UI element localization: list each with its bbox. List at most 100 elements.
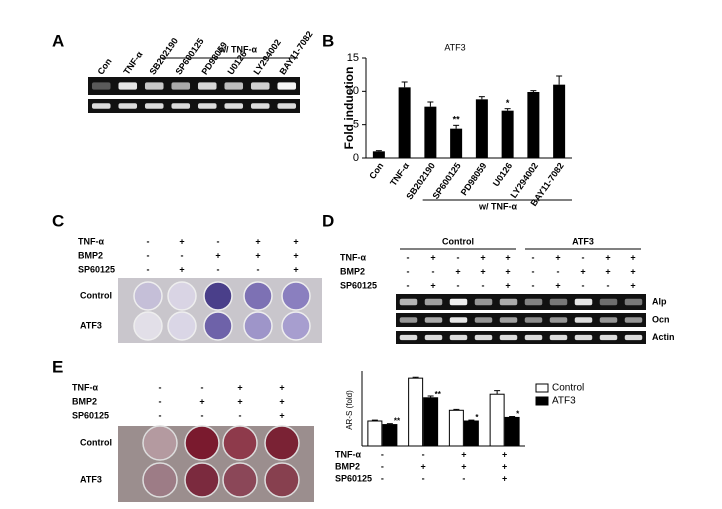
group-label: w/ TNF-α	[218, 44, 257, 54]
gel	[396, 331, 646, 344]
well	[281, 311, 311, 341]
row-label: TNF-α	[72, 382, 98, 392]
sign: -	[462, 473, 465, 483]
sign: +	[630, 252, 635, 262]
sign: +	[605, 252, 610, 262]
gel-band	[144, 82, 164, 90]
gel-band	[424, 298, 443, 306]
x-tick-label: PD98059	[459, 161, 489, 197]
sign: -	[407, 252, 410, 262]
row-label: SP60125	[335, 473, 372, 483]
significance: **	[453, 115, 461, 125]
gel-band	[574, 334, 593, 341]
sign: -	[381, 461, 384, 471]
sign: +	[505, 252, 510, 262]
gel-band	[277, 82, 297, 90]
gel-band	[399, 334, 418, 341]
sign: -	[432, 266, 435, 276]
sign: -	[422, 473, 425, 483]
sign: -	[239, 410, 242, 420]
gel-band	[499, 317, 518, 323]
sign: +	[293, 250, 298, 260]
gel-band	[599, 334, 618, 341]
bar	[424, 106, 437, 158]
gel-band	[91, 103, 111, 109]
group-label: ATF3	[572, 236, 594, 246]
legend-swatch	[535, 383, 549, 393]
gel	[396, 294, 646, 310]
gel-band	[250, 82, 270, 90]
sign: -	[457, 252, 460, 262]
well	[243, 281, 273, 311]
sign: +	[502, 461, 507, 471]
sign: +	[215, 250, 220, 260]
sign: -	[532, 280, 535, 290]
gel-band	[549, 317, 568, 323]
sign: +	[480, 266, 485, 276]
sign: +	[420, 461, 425, 471]
gel-band	[574, 298, 593, 306]
well	[184, 462, 220, 498]
sign: +	[461, 449, 466, 459]
well	[222, 462, 258, 498]
sign: -	[582, 280, 585, 290]
panel-label: D	[322, 211, 334, 230]
band-label: Ocn	[652, 314, 670, 324]
sign: -	[457, 280, 460, 290]
sign: +	[255, 250, 260, 260]
sign: +	[279, 396, 284, 406]
sign: -	[217, 264, 220, 274]
gel-band	[599, 317, 618, 323]
gel-band	[474, 298, 493, 306]
sign: +	[199, 396, 204, 406]
row-label: ATF3	[80, 320, 102, 330]
row-label: Control	[80, 290, 112, 300]
significance: *	[506, 98, 510, 108]
sign: +	[179, 236, 184, 246]
bar	[382, 424, 398, 447]
group-label: w/ TNF-α	[478, 201, 517, 211]
sign: -	[147, 250, 150, 260]
gel-band	[599, 298, 618, 306]
well	[203, 311, 233, 341]
row-label: TNF-α	[340, 252, 366, 262]
gel-band	[574, 317, 593, 323]
lane-label: BAY11-7082	[277, 29, 314, 76]
sign: +	[293, 264, 298, 274]
sign: -	[217, 236, 220, 246]
sign: -	[381, 449, 384, 459]
well	[222, 425, 258, 461]
well	[281, 281, 311, 311]
sign: -	[201, 410, 204, 420]
chart-title: ATF3	[444, 42, 465, 52]
well	[264, 462, 300, 498]
y-tick-label: 10	[347, 85, 359, 97]
sign: +	[179, 264, 184, 274]
well	[184, 425, 220, 461]
row-label: BMP2	[335, 461, 360, 471]
significance: *	[475, 413, 479, 422]
well	[133, 311, 163, 341]
band-label: Actin	[652, 332, 675, 342]
panel-label: C	[52, 211, 64, 230]
gel-band	[424, 317, 443, 323]
x-tick-label: Con	[367, 161, 385, 181]
sign: -	[607, 280, 610, 290]
gel-band	[250, 103, 270, 109]
sign: +	[555, 280, 560, 290]
row-label: BMP2	[340, 266, 365, 276]
x-tick-label: U0126	[491, 161, 514, 188]
sign: +	[480, 252, 485, 262]
sign: +	[430, 280, 435, 290]
y-tick-label: 0	[353, 152, 359, 164]
gel-band	[171, 82, 191, 90]
well	[243, 311, 273, 341]
gel-band	[524, 298, 543, 306]
gel-band	[91, 82, 111, 90]
bar	[423, 397, 439, 447]
gel-band	[624, 334, 643, 341]
bar	[553, 84, 566, 158]
sign: -	[201, 382, 204, 392]
bar	[527, 92, 540, 158]
sign: -	[532, 252, 535, 262]
